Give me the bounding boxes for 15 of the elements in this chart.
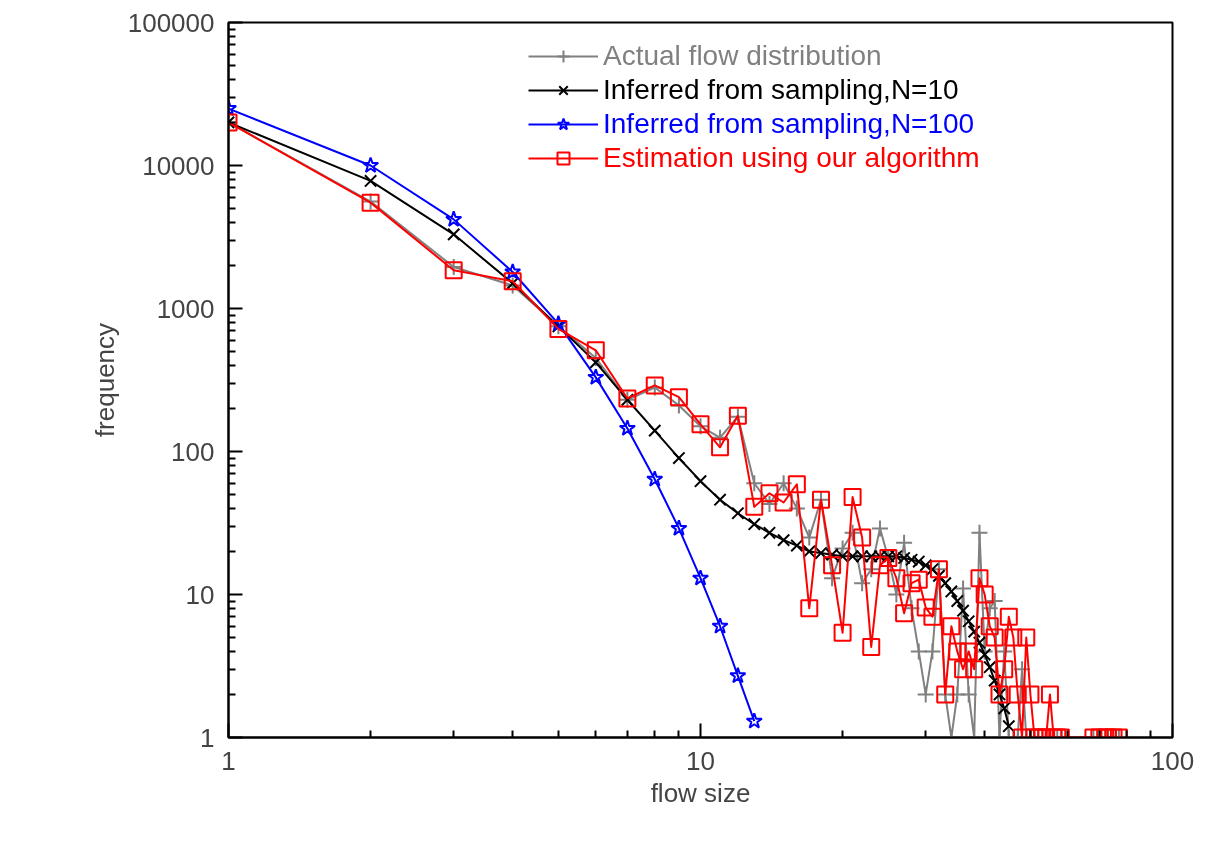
legend-label: Inferred from sampling,N=10 — [603, 74, 959, 106]
x-tick-label: 10 — [686, 745, 715, 776]
legend-label: Inferred from sampling,N=100 — [603, 108, 975, 140]
y-tick-label: 10000 — [142, 150, 215, 181]
y-tick-label: 1 — [200, 722, 215, 753]
y-tick-label: 1000 — [156, 293, 215, 324]
y-tick-label: 100 — [171, 436, 215, 467]
y-tick-label: 100000 — [127, 7, 215, 38]
y-tick-label: 10 — [185, 579, 215, 610]
legend-label: Actual flow distribution — [603, 40, 882, 72]
x-tick-label: 100 — [1150, 745, 1195, 776]
y-axis-title: frequency — [89, 322, 120, 438]
x-axis-title: flow size — [650, 777, 751, 808]
legend-label: Estimation using our algorithm — [603, 142, 980, 174]
x-tick-label: 1 — [221, 745, 236, 776]
